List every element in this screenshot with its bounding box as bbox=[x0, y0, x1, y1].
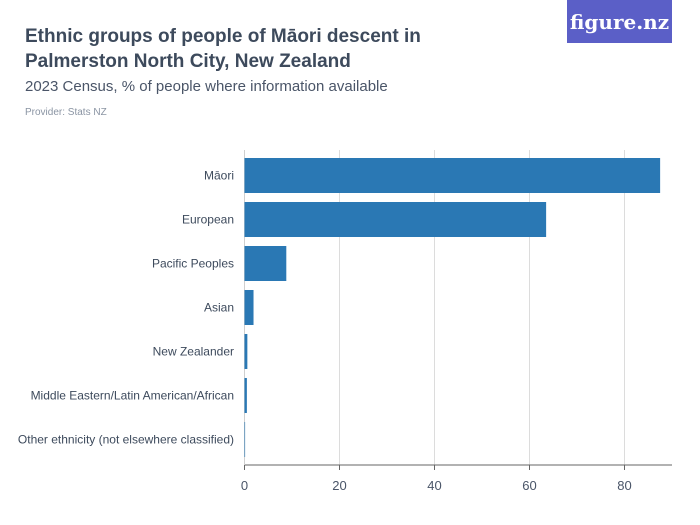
category-label: Pacific Peoples bbox=[152, 257, 234, 271]
bar bbox=[244, 290, 254, 325]
category-label: Middle Eastern/Latin American/African bbox=[31, 389, 234, 403]
bar bbox=[244, 422, 246, 457]
x-tick-label: 20 bbox=[332, 478, 346, 493]
bar bbox=[244, 378, 247, 413]
chart-title: Ethnic groups of people of Māori descent… bbox=[25, 26, 421, 72]
category-label: Asian bbox=[204, 301, 234, 315]
bar bbox=[244, 158, 661, 193]
x-tick-label: 40 bbox=[427, 478, 441, 493]
category-label: New Zealander bbox=[153, 345, 234, 359]
category-label: Māori bbox=[204, 169, 234, 183]
x-tick-label: 0 bbox=[241, 478, 248, 493]
bar bbox=[244, 246, 287, 281]
bar bbox=[244, 334, 248, 369]
chart-subtitle: 2023 Census, % of people where informati… bbox=[25, 78, 388, 95]
category-label: Other ethnicity (not elsewhere classifie… bbox=[18, 433, 234, 447]
provider-label: Provider: Stats NZ bbox=[25, 107, 107, 118]
category-label: European bbox=[182, 213, 234, 227]
x-tick-label: 60 bbox=[522, 478, 536, 493]
x-tick-label: 80 bbox=[617, 478, 631, 493]
bar bbox=[244, 202, 547, 237]
figure-nz-logo[interactable]: figure.nz bbox=[567, 0, 672, 43]
